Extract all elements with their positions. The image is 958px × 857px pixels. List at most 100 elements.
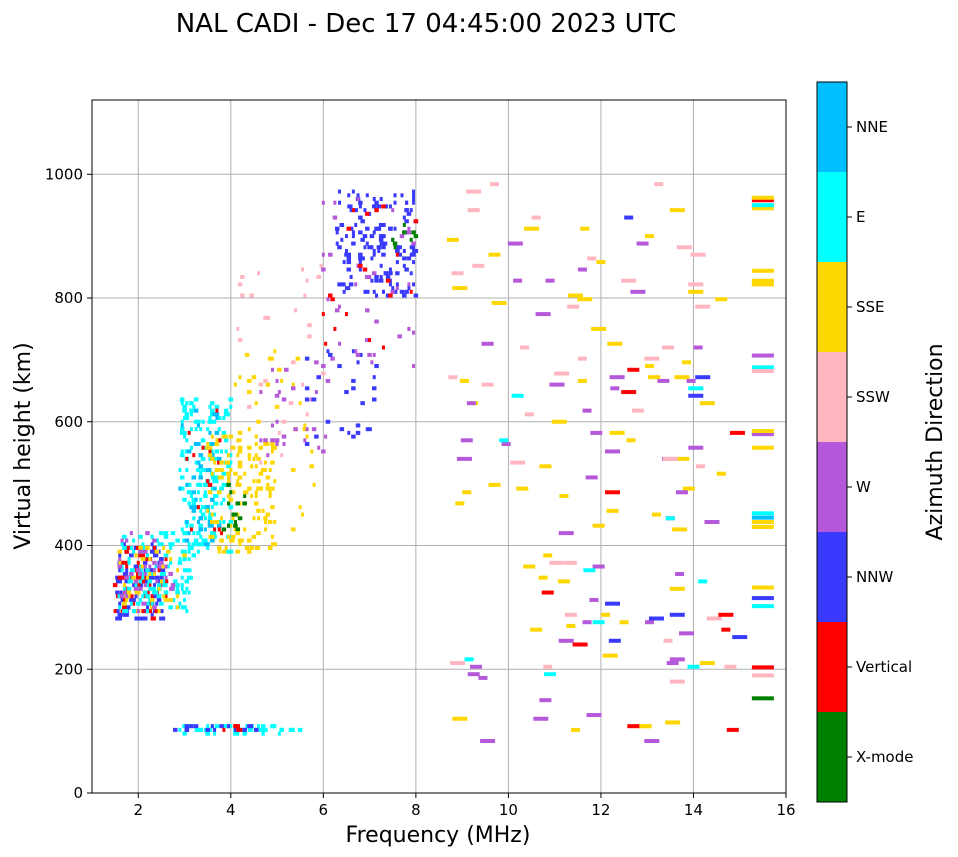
- data-point: [385, 274, 391, 279]
- data-point: [173, 579, 178, 584]
- data-point: [152, 568, 156, 573]
- data-point: [156, 597, 162, 602]
- data-point: [226, 501, 230, 506]
- data-point: [263, 516, 268, 521]
- data-point: [337, 364, 342, 369]
- data-point: [182, 724, 187, 729]
- data-point: [626, 438, 636, 443]
- data-point: [185, 438, 189, 443]
- data-point: [146, 605, 150, 610]
- data-point: [348, 282, 354, 287]
- data-point: [412, 248, 416, 253]
- data-point: [409, 271, 413, 276]
- data-point: [237, 475, 243, 480]
- data-point: [254, 494, 258, 498]
- data-point: [351, 434, 356, 439]
- data-point: [162, 594, 166, 599]
- data-point: [140, 564, 146, 569]
- data-point: [180, 605, 184, 610]
- data-point: [125, 597, 129, 602]
- data-point: [143, 601, 147, 606]
- data-point: [112, 583, 118, 588]
- data-point: [258, 382, 264, 387]
- data-point: [374, 274, 379, 279]
- data-point: [275, 442, 279, 447]
- data-point: [186, 490, 192, 495]
- data-point: [132, 568, 136, 573]
- data-point: [182, 531, 187, 536]
- data-point: [385, 293, 391, 298]
- data-point: [117, 579, 123, 584]
- data-point: [265, 315, 271, 320]
- data-point: [238, 375, 242, 380]
- data-point: [122, 571, 126, 576]
- data-point: [240, 293, 245, 298]
- data-point: [134, 616, 138, 621]
- data-point: [270, 449, 274, 454]
- data-point: [207, 442, 213, 447]
- data-point: [347, 204, 351, 209]
- data-point: [263, 442, 268, 447]
- data-point: [148, 597, 152, 602]
- data-point: [126, 545, 132, 550]
- data-point: [138, 545, 143, 550]
- data-point: [119, 594, 125, 599]
- data-point: [375, 364, 379, 369]
- data-point: [716, 471, 726, 476]
- data-point: [228, 505, 234, 510]
- data-point: [207, 482, 213, 487]
- data-point: [751, 519, 774, 524]
- data-point: [162, 616, 166, 621]
- data-point: [217, 427, 221, 432]
- data-point: [751, 203, 774, 208]
- colorbar-label: E: [856, 208, 865, 226]
- data-point: [148, 564, 152, 569]
- data-point: [148, 571, 152, 576]
- data-point: [402, 215, 406, 220]
- data-point: [233, 527, 237, 532]
- data-point: [124, 612, 129, 617]
- data-point: [270, 445, 274, 450]
- data-point: [201, 456, 205, 461]
- data-point: [451, 271, 464, 276]
- data-point: [191, 542, 197, 547]
- data-point: [732, 635, 748, 640]
- data-point: [236, 326, 240, 331]
- data-point: [609, 375, 625, 380]
- data-point: [247, 727, 251, 732]
- data-point: [199, 497, 203, 502]
- data-point: [356, 197, 360, 201]
- data-point: [244, 545, 250, 550]
- data-point: [154, 549, 160, 554]
- data-point: [237, 516, 243, 521]
- data-point: [180, 527, 184, 532]
- data-point: [233, 731, 238, 736]
- data-point: [233, 382, 237, 387]
- data-point: [186, 568, 192, 573]
- data-point: [400, 193, 404, 198]
- data-point: [186, 482, 192, 487]
- data-point: [115, 594, 119, 599]
- data-point: [149, 597, 155, 602]
- data-point: [142, 579, 148, 584]
- data-point: [212, 479, 217, 484]
- data-point: [397, 245, 402, 250]
- data-point: [260, 724, 266, 729]
- data-point: [411, 252, 416, 257]
- data-point: [196, 505, 200, 510]
- data-point: [281, 419, 287, 424]
- colorbar-frame: [816, 81, 848, 803]
- data-point: [219, 724, 224, 729]
- data-point: [324, 341, 328, 346]
- data-point: [282, 442, 286, 447]
- data-point: [180, 549, 184, 554]
- data-point: [120, 568, 124, 573]
- data-point: [125, 605, 129, 610]
- data-point: [129, 571, 133, 576]
- data-point: [193, 442, 199, 447]
- data-point: [162, 579, 166, 584]
- data-point: [213, 486, 217, 491]
- data-point: [470, 664, 483, 669]
- data-point: [381, 241, 385, 246]
- data-point: [129, 545, 133, 550]
